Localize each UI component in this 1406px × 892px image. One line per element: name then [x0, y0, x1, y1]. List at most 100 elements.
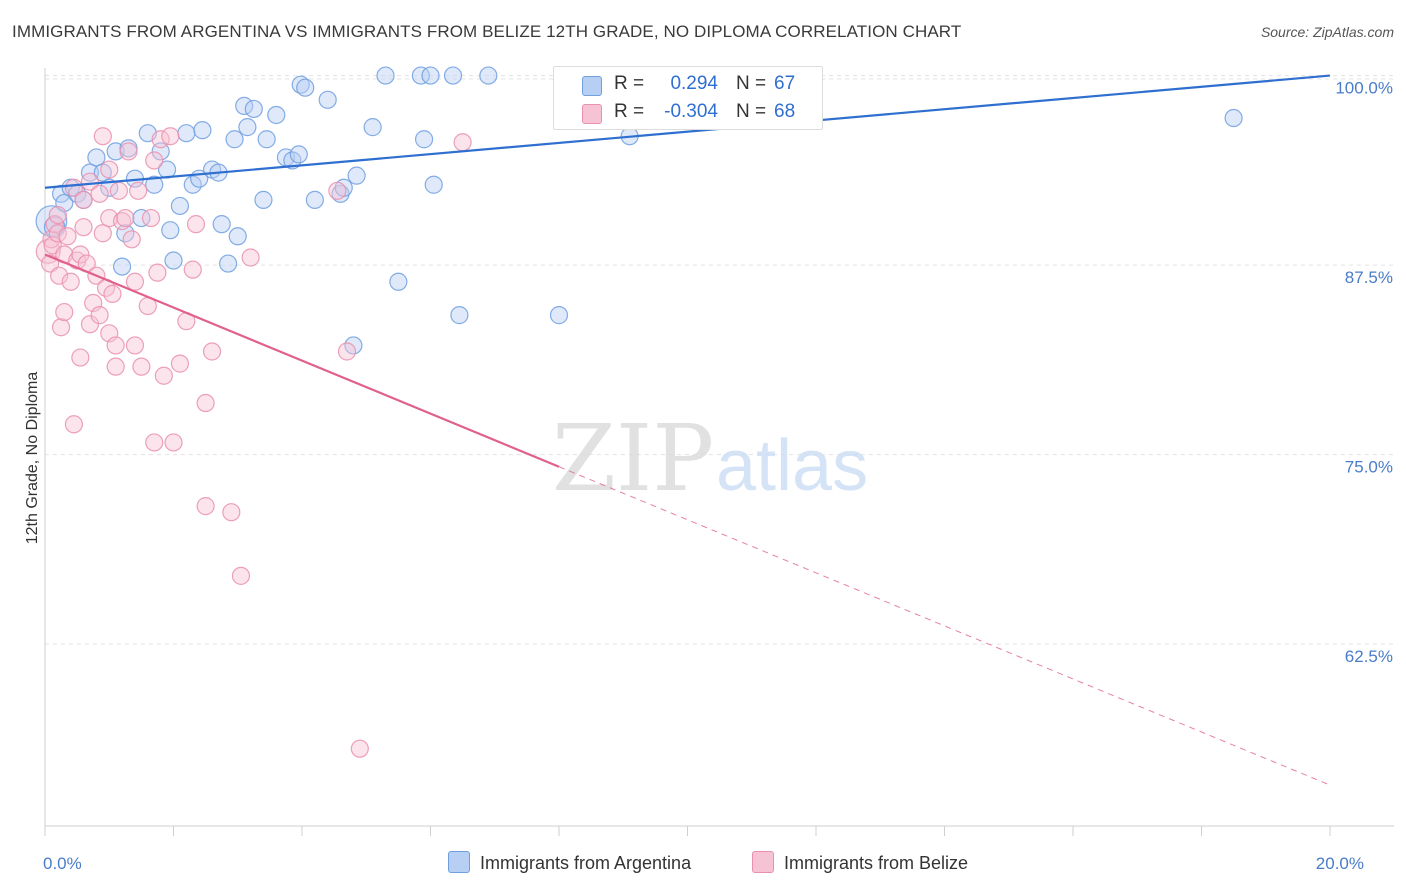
belize-point — [71, 348, 90, 367]
watermark: ZIP atlas — [552, 405, 868, 512]
belize-point — [337, 342, 357, 361]
argentina-point — [318, 90, 337, 109]
chart-title: IMMIGRANTS FROM ARGENTINA VS IMMIGRANTS … — [12, 22, 962, 41]
belize-point — [161, 127, 180, 146]
argentina-point — [389, 272, 408, 291]
argentina-point — [424, 175, 443, 194]
argentina-point — [161, 221, 180, 240]
argentina-point — [244, 99, 263, 119]
x-tick-label: 20.0% — [1316, 854, 1364, 873]
belize-point — [58, 227, 77, 246]
belize-point — [453, 133, 472, 152]
y-tick-label: 100.0% — [1335, 79, 1393, 98]
legend-n-label: N = — [736, 73, 767, 94]
belize-point — [170, 354, 190, 373]
argentina-point — [305, 190, 324, 209]
belize-point — [61, 272, 80, 291]
argentina-point — [257, 130, 276, 149]
belize-point — [71, 245, 90, 264]
belize-point — [196, 497, 215, 516]
bottom-legend-argentina: Immigrants from Argentina — [448, 851, 691, 874]
belize-point — [129, 181, 148, 200]
legend-r-value: -0.304 — [664, 101, 718, 122]
belize-point — [202, 342, 222, 361]
belize-point — [350, 739, 369, 758]
belize-point — [122, 230, 141, 249]
argentina-point — [212, 215, 231, 234]
argentina-point — [267, 105, 286, 125]
legend-r-label: R = — [614, 73, 645, 94]
legend: R = 0.294 N = 67 R = -0.304 N = 68 — [553, 66, 823, 130]
belize-point — [90, 306, 109, 325]
axes — [44, 68, 1394, 836]
watermark-atlas: atlas — [716, 426, 868, 506]
belize-point — [145, 151, 164, 170]
argentina-point — [479, 66, 498, 85]
belize-point — [145, 433, 164, 452]
argentina-point — [376, 66, 395, 85]
belize-point — [196, 393, 215, 413]
belize-point — [116, 208, 135, 228]
chart-source: Source: ZipAtlas.com — [1260, 24, 1394, 40]
argentina-point — [443, 66, 463, 85]
belize-point — [183, 260, 202, 279]
belize-point — [125, 336, 145, 355]
bottom-legend-swatch-belize — [752, 851, 774, 873]
gridlines — [45, 75, 1394, 645]
argentina-point — [219, 254, 238, 273]
belize-point — [64, 415, 84, 434]
argentina-point — [228, 227, 247, 246]
belize-point — [93, 127, 112, 146]
argentina-point — [421, 66, 440, 85]
legend-swatch-belize — [582, 104, 602, 124]
bottom-legend-label-belize: Immigrants from Belize — [784, 853, 969, 873]
argentina-point — [112, 257, 132, 276]
watermark-zip: ZIP — [552, 405, 714, 512]
belize-point — [125, 272, 145, 291]
argentina-point — [450, 306, 469, 325]
legend-swatch-argentina — [582, 76, 602, 96]
argentina-point — [254, 190, 273, 209]
y-axis-label: 12th Grade, No Diploma — [24, 372, 41, 545]
belize-point — [64, 178, 84, 197]
argentina-point — [177, 124, 196, 143]
legend-n-label: N = — [736, 101, 767, 122]
belize-point — [93, 224, 112, 243]
argentina-point — [411, 66, 430, 85]
belize-point — [148, 263, 167, 282]
belize-point — [231, 566, 251, 585]
argentina-point — [132, 208, 151, 228]
argentina-point — [363, 118, 382, 137]
argentina-point — [289, 145, 308, 164]
argentina-point — [347, 166, 366, 185]
legend-r-value: 0.294 — [670, 73, 718, 94]
belize-point — [328, 181, 347, 200]
belize-point — [50, 266, 69, 285]
bottom-legend-swatch-argentina — [448, 851, 470, 873]
belize-point — [48, 205, 67, 225]
belize-point — [154, 366, 173, 385]
belize-point — [74, 218, 93, 237]
trend-lines — [44, 74, 1331, 786]
bottom-legend-label-argentina: Immigrants from Argentina — [480, 853, 692, 873]
legend-n-value: 67 — [774, 73, 796, 94]
belize-point — [106, 357, 125, 376]
legend-row-belize: R = -0.304 N = 68 — [554, 99, 822, 127]
belize-point — [164, 433, 183, 452]
y-tick-label: 87.5% — [1345, 268, 1393, 287]
belize-point — [90, 184, 109, 203]
belize-point — [74, 190, 93, 209]
belize-point — [106, 336, 125, 355]
argentina-point — [296, 78, 315, 97]
legend-r-label: R = — [614, 101, 645, 122]
belize-point — [103, 284, 122, 303]
belize-point — [119, 142, 138, 161]
belize-point — [51, 318, 71, 337]
argentina-point — [145, 175, 164, 194]
argentina-point — [164, 251, 183, 270]
tick-labels: 100.0% 87.5% 75.0% 62.5% 0.0% 20.0% — [43, 79, 1393, 873]
data-points — [35, 66, 1243, 758]
belize-point — [241, 248, 260, 267]
argentina-point — [193, 121, 212, 140]
